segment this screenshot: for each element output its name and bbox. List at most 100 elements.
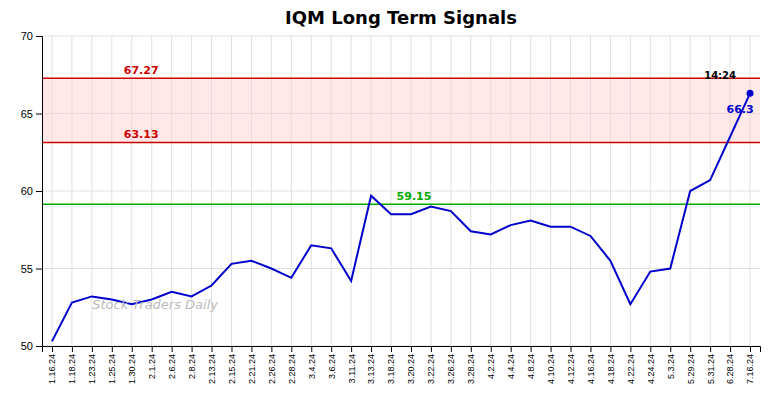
tick-label: 2.21.24: [247, 354, 257, 384]
tick-label: 4.16.24: [586, 354, 596, 384]
tick: 4.24.24: [646, 346, 656, 384]
tick: 3.6.24: [327, 346, 337, 379]
tick-mark: [291, 346, 292, 352]
reference-line: [42, 142, 760, 144]
tick: 5.3.24: [666, 346, 676, 379]
annotation: 66.3: [726, 103, 753, 116]
tick-label: 4.2.24: [486, 354, 496, 379]
tick: 4.10.24: [546, 346, 556, 384]
tick-label: 2.15.24: [227, 354, 237, 384]
reference-label: 59.15: [397, 190, 432, 203]
tick-label: 3.4.24: [307, 354, 317, 379]
tick-mark: [152, 346, 153, 352]
plot: 1.16.24 1.18.24 1.23.24 1.25.24 1.30.24 2.1.2…: [21, 30, 761, 384]
tick: 4.12.24: [566, 346, 576, 384]
tick: 4.2.24: [486, 346, 496, 379]
tick: 1.16.24: [47, 346, 57, 384]
tick-mark: [610, 346, 611, 352]
chart: 1.16.24 1.18.24 1.23.24 1.25.24 1.30.24 2.1.2…: [0, 0, 784, 398]
tick-label: 1.18.24: [67, 354, 77, 384]
tick-mark: [551, 346, 552, 352]
tick-label: 4.4.24: [506, 354, 516, 379]
tick-label: 1.23.24: [87, 354, 97, 384]
band: [42, 78, 760, 142]
tick: 2.15.24: [227, 346, 237, 384]
tick-mark: [571, 346, 572, 352]
tick-label: 4.24.24: [646, 354, 656, 384]
tick: 2.1.24: [147, 346, 157, 379]
tick-mark: [511, 346, 512, 352]
tick: 5.31.24: [706, 346, 716, 384]
tick-label: 2.13.24: [207, 354, 217, 384]
marks: [42, 78, 760, 341]
annotation: 14:24: [704, 70, 736, 81]
tick: 50: [21, 340, 42, 352]
tick: 55: [21, 263, 42, 275]
tick-label: 55: [21, 263, 33, 275]
tick-label: 7.16.24: [745, 354, 755, 384]
tick: 7.16.24: [745, 346, 755, 384]
tick-mark: [650, 346, 651, 352]
tick: 3.11.24: [347, 346, 357, 383]
grid-line: [42, 36, 760, 37]
tick: 1.23.24: [87, 346, 97, 384]
tick: 4.22.24: [626, 346, 636, 384]
tick-label: 3.6.24: [327, 354, 337, 379]
tick-mark: [471, 346, 472, 352]
tick: 4.4.24: [506, 346, 516, 379]
tick-mark: [411, 346, 412, 352]
tick: 1.30.24: [127, 346, 137, 384]
tick: 4.16.24: [586, 346, 596, 384]
tick-label: 1.25.24: [107, 354, 117, 384]
grid: [42, 36, 760, 346]
tick-mark: [36, 36, 42, 37]
tick-label: 3.28.24: [466, 354, 476, 384]
tick-label: 3.13.24: [366, 354, 376, 384]
tick: 1.18.24: [67, 346, 77, 384]
tick: 2.6.24: [167, 346, 177, 379]
tick-label: 2.28.24: [287, 354, 297, 384]
tick-label: 4.12.24: [566, 354, 576, 384]
tick: 3.26.24: [446, 346, 456, 384]
tick-mark: [112, 346, 113, 352]
line: [52, 93, 750, 341]
tick-mark: [92, 346, 93, 352]
tick-mark: [391, 346, 392, 352]
tick-mark: [690, 346, 691, 352]
tick-mark: [590, 346, 591, 352]
tick-mark: [351, 346, 352, 352]
tick-label: 3.26.24: [446, 354, 456, 384]
tick-mark: [331, 346, 332, 352]
tick-label: 1.16.24: [47, 354, 57, 384]
tick-label: 1.30.24: [127, 354, 137, 384]
reference-label: 63.13: [124, 128, 159, 141]
watermark: Stock Traders Daily: [92, 297, 218, 312]
tick: 3.20.24: [406, 346, 416, 384]
tick: 2.13.24: [207, 346, 217, 384]
tick: 70: [21, 30, 42, 42]
tick-mark: [311, 346, 312, 352]
tick: 4.8.24: [526, 346, 536, 379]
tick-mark: [52, 346, 53, 352]
tick-label: 3.11.24: [347, 354, 357, 383]
tick: 2.8.24: [187, 346, 197, 379]
y-axis: 50 55 60 65 70: [21, 30, 43, 352]
reference-label: 67.27: [124, 64, 159, 77]
tick-label: 4.18.24: [606, 354, 616, 384]
tick: 3.18.24: [386, 346, 396, 384]
tick-mark: [531, 346, 532, 352]
tick: 3.4.24: [307, 346, 317, 379]
tick-label: 60: [21, 185, 33, 197]
tick: 3.28.24: [466, 346, 476, 384]
tick-mark: [271, 346, 272, 352]
tick-mark: [192, 346, 193, 352]
tick-mark: [431, 346, 432, 352]
tick-label: 65: [21, 108, 33, 120]
tick-mark: [172, 346, 173, 352]
tick-mark: [36, 346, 42, 347]
tick-label: 4.10.24: [546, 354, 556, 384]
tick-mark: [750, 346, 751, 352]
tick-mark: [730, 346, 731, 352]
tick-mark: [451, 346, 452, 352]
tick-mark: [670, 346, 671, 352]
